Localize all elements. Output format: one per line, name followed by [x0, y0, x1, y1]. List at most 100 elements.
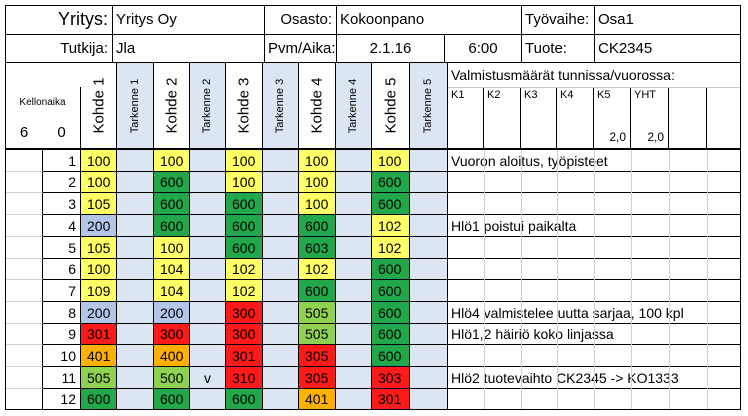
- cell-t2[interactable]: [190, 302, 226, 324]
- cell-k4[interactable]: 100: [299, 150, 336, 172]
- cell-t4[interactable]: [336, 280, 372, 302]
- cell-k2[interactable]: 100: [154, 150, 190, 172]
- cell-t2[interactable]: [190, 172, 226, 193]
- cell-k5[interactable]: 600: [372, 324, 410, 345]
- cell-t4[interactable]: [336, 324, 372, 345]
- cell-t4[interactable]: [336, 367, 372, 389]
- cell-k3[interactable]: 301: [226, 345, 263, 367]
- cell-k4[interactable]: 305: [299, 345, 336, 367]
- cell-t3[interactable]: [263, 150, 299, 172]
- cell-t2[interactable]: [190, 193, 226, 215]
- cell-k5[interactable]: 301: [372, 389, 410, 410]
- production-value-k1[interactable]: [448, 110, 484, 150]
- clock-hour[interactable]: 6: [5, 117, 43, 150]
- cell-k5[interactable]: 600: [372, 193, 410, 215]
- cell-t1[interactable]: [117, 193, 154, 215]
- cell-k3[interactable]: 102: [226, 259, 263, 280]
- cell-t3[interactable]: [263, 389, 299, 410]
- cell-k3[interactable]: 600: [226, 237, 263, 259]
- cell-t4[interactable]: [336, 172, 372, 193]
- cell-k5[interactable]: 600: [372, 172, 410, 193]
- cell-t1[interactable]: [117, 389, 154, 410]
- cell-t4[interactable]: [336, 302, 372, 324]
- cell-t3[interactable]: [263, 302, 299, 324]
- phase-value[interactable]: Osa1: [595, 5, 741, 35]
- cell-t2[interactable]: [190, 280, 226, 302]
- cell-t5[interactable]: [410, 150, 448, 172]
- cell-k5[interactable]: 100: [372, 150, 410, 172]
- cell-k1[interactable]: 100: [81, 150, 117, 172]
- cell-k3[interactable]: 100: [226, 172, 263, 193]
- cell-k4[interactable]: 600: [299, 280, 336, 302]
- cell-t5[interactable]: [410, 237, 448, 259]
- cell-t1[interactable]: [117, 302, 154, 324]
- product-value[interactable]: CK2345: [595, 35, 741, 63]
- cell-k3[interactable]: 600: [226, 215, 263, 237]
- cell-k1[interactable]: 105: [81, 237, 117, 259]
- clock-minute[interactable]: 0: [43, 117, 81, 150]
- cell-t2[interactable]: [190, 389, 226, 410]
- cell-k1[interactable]: 105: [81, 193, 117, 215]
- cell-t2[interactable]: [190, 324, 226, 345]
- cell-k2[interactable]: 600: [154, 172, 190, 193]
- cell-t4[interactable]: [336, 237, 372, 259]
- cell-t2[interactable]: [190, 150, 226, 172]
- cell-k1[interactable]: 401: [81, 345, 117, 367]
- cell-k3[interactable]: 600: [226, 193, 263, 215]
- cell-k1[interactable]: 301: [81, 324, 117, 345]
- cell-k5[interactable]: 102: [372, 215, 410, 237]
- cell-k5[interactable]: 600: [372, 259, 410, 280]
- cell-t2[interactable]: [190, 237, 226, 259]
- cell-t1[interactable]: [117, 215, 154, 237]
- cell-t3[interactable]: [263, 280, 299, 302]
- cell-k5[interactable]: 600: [372, 345, 410, 367]
- cell-k1[interactable]: 505: [81, 367, 117, 389]
- cell-t1[interactable]: [117, 259, 154, 280]
- cell-k3[interactable]: 300: [226, 302, 263, 324]
- company-value[interactable]: Yritys Oy: [113, 5, 265, 35]
- cell-t1[interactable]: [117, 367, 154, 389]
- cell-k3[interactable]: 310: [226, 367, 263, 389]
- cell-t4[interactable]: [336, 215, 372, 237]
- cell-k1[interactable]: 109: [81, 280, 117, 302]
- cell-t2[interactable]: v: [190, 367, 226, 389]
- cell-t3[interactable]: [263, 172, 299, 193]
- cell-t5[interactable]: [410, 367, 448, 389]
- cell-k2[interactable]: 600: [154, 215, 190, 237]
- cell-t5[interactable]: [410, 389, 448, 410]
- cell-t5[interactable]: [410, 215, 448, 237]
- department-value[interactable]: Kokoonpano: [337, 5, 522, 35]
- cell-k1[interactable]: 200: [81, 302, 117, 324]
- cell-t3[interactable]: [263, 259, 299, 280]
- cell-k2[interactable]: 200: [154, 302, 190, 324]
- cell-k2[interactable]: 100: [154, 237, 190, 259]
- cell-k5[interactable]: 102: [372, 237, 410, 259]
- cell-k3[interactable]: 100: [226, 150, 263, 172]
- cell-t1[interactable]: [117, 150, 154, 172]
- cell-k2[interactable]: 300: [154, 324, 190, 345]
- cell-t3[interactable]: [263, 237, 299, 259]
- cell-k5[interactable]: 303: [372, 367, 410, 389]
- cell-k4[interactable]: 102: [299, 259, 336, 280]
- cell-k5[interactable]: 600: [372, 302, 410, 324]
- cell-k4[interactable]: 100: [299, 193, 336, 215]
- production-value-k4[interactable]: [557, 110, 594, 150]
- cell-t3[interactable]: [263, 193, 299, 215]
- cell-k4[interactable]: 305: [299, 367, 336, 389]
- cell-k2[interactable]: 500: [154, 367, 190, 389]
- cell-t1[interactable]: [117, 324, 154, 345]
- cell-k2[interactable]: 104: [154, 259, 190, 280]
- cell-t4[interactable]: [336, 259, 372, 280]
- cell-t1[interactable]: [117, 172, 154, 193]
- cell-k1[interactable]: 100: [81, 259, 117, 280]
- cell-t5[interactable]: [410, 280, 448, 302]
- cell-k2[interactable]: 400: [154, 345, 190, 367]
- cell-t5[interactable]: [410, 345, 448, 367]
- cell-t3[interactable]: [263, 215, 299, 237]
- cell-t2[interactable]: [190, 259, 226, 280]
- production-value-yht[interactable]: 2,0: [631, 110, 669, 150]
- cell-k4[interactable]: 100: [299, 172, 336, 193]
- cell-t2[interactable]: [190, 345, 226, 367]
- cell-k4[interactable]: 505: [299, 324, 336, 345]
- cell-t3[interactable]: [263, 345, 299, 367]
